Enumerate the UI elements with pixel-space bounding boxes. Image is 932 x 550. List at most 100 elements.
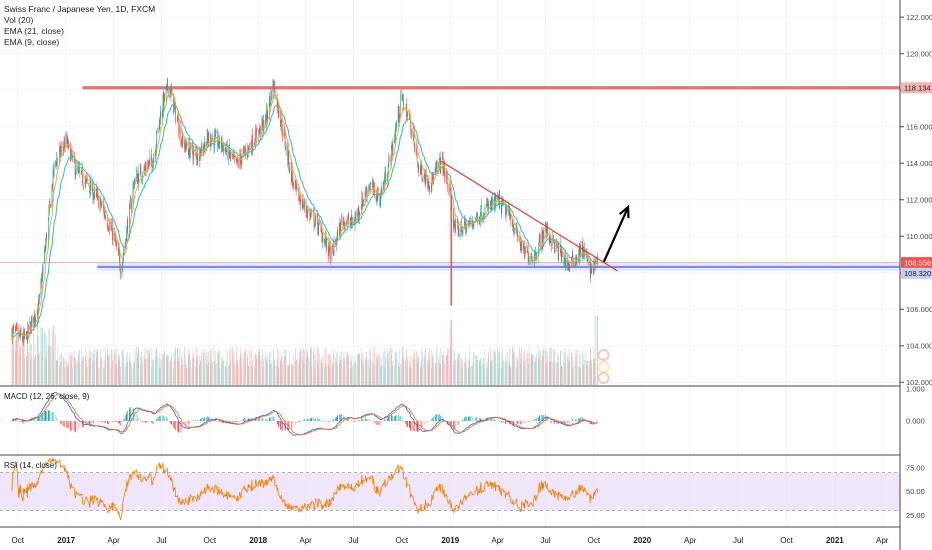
- candle-body: [247, 154, 249, 156]
- macd-hist-bar: [282, 421, 283, 431]
- legend-ema21[interactable]: EMA (21, close): [4, 26, 64, 36]
- volume-bar: [258, 350, 260, 385]
- rsi-pane[interactable]: [0, 458, 900, 521]
- candle-body: [295, 180, 296, 189]
- candle-body: [71, 149, 72, 152]
- volume-bar: [159, 367, 160, 385]
- candle-body: [51, 185, 53, 207]
- candle-body: [155, 149, 156, 156]
- candle-body: [96, 193, 98, 196]
- macd-hist-bar: [261, 418, 263, 421]
- candle-body: [384, 179, 385, 184]
- candle-body: [398, 107, 400, 118]
- candle-body: [491, 201, 492, 208]
- volume-bar: [262, 367, 264, 385]
- candle-body: [144, 166, 146, 168]
- rsi-label[interactable]: RSI (14, close): [4, 461, 57, 470]
- candle-body: [97, 196, 99, 209]
- candle-body: [291, 161, 292, 183]
- event-icons[interactable]: [597, 349, 610, 384]
- volume-bar: [11, 339, 13, 385]
- volume-bar: [510, 365, 512, 385]
- legend-ema9[interactable]: EMA (9, close): [4, 37, 60, 47]
- candle-body: [57, 158, 59, 162]
- candle-body: [241, 159, 242, 166]
- macd-hist-bar: [177, 421, 179, 432]
- volume-bar: [20, 345, 21, 385]
- macd-hist-bar: [166, 417, 167, 421]
- macd-hist-bar: [576, 419, 577, 421]
- candle-body: [261, 119, 263, 137]
- volume-bar: [200, 360, 202, 385]
- volume-bar: [203, 355, 204, 385]
- volume-bar: [223, 360, 224, 385]
- volume-bar: [535, 356, 537, 385]
- macd-hist-bar: [195, 419, 197, 421]
- macd-hist-bar: [543, 415, 544, 421]
- volume-bar: [572, 356, 574, 385]
- price-pane[interactable]: [0, 77, 900, 385]
- candle-body: [132, 186, 134, 205]
- volume-bar: [284, 349, 286, 385]
- candle-body: [63, 148, 64, 151]
- volume-bar: [561, 365, 563, 385]
- volume-bar: [19, 346, 21, 385]
- volume-bar: [204, 364, 205, 385]
- volume-bar: [64, 367, 65, 385]
- macd-hist-bar: [271, 417, 272, 421]
- macd-hist-bar: [365, 417, 366, 421]
- candle-body: [181, 141, 182, 146]
- candle-body: [210, 134, 211, 145]
- volume-bar: [464, 361, 466, 385]
- volume-bar: [127, 361, 129, 385]
- macd-hist-bar: [412, 421, 414, 431]
- candle-body: [396, 125, 397, 127]
- volume-bar: [560, 366, 562, 385]
- legend-volume[interactable]: Vol (20): [4, 15, 34, 25]
- volume-bar: [147, 349, 149, 385]
- macd-hist-bar: [206, 416, 208, 421]
- candle-body: [156, 130, 157, 144]
- volume-bar: [471, 365, 473, 385]
- macd-signal-line: [11, 393, 598, 436]
- volume-bar: [88, 357, 90, 385]
- macd-hist-bar: [114, 421, 116, 422]
- volume-bar: [171, 354, 172, 385]
- rsi-line: [11, 458, 598, 521]
- macd-hist-bar: [243, 418, 245, 421]
- macd-hist-bar: [159, 415, 160, 421]
- macd-hist-bar: [44, 411, 45, 421]
- macd-hist-bar: [532, 420, 534, 421]
- symbol-title[interactable]: Swiss Franc / Japanese Yen, 1D, FXCM: [4, 4, 156, 14]
- candle-body: [269, 97, 271, 102]
- candle-body: [487, 203, 489, 209]
- macd-pane[interactable]: [11, 391, 598, 436]
- descending-trendline[interactable]: [441, 160, 618, 272]
- volume-bar: [156, 347, 157, 385]
- volume-bar: [331, 363, 333, 385]
- macd-hist-bar: [233, 421, 234, 423]
- candle-body: [407, 113, 408, 114]
- volume-bar: [155, 350, 156, 385]
- volume-bar: [226, 360, 227, 385]
- macd-hist-bar: [78, 421, 80, 429]
- candle-body: [425, 169, 427, 182]
- macd-hist-bar: [571, 420, 573, 421]
- volume-bar: [309, 360, 311, 385]
- volume-bar: [82, 356, 84, 385]
- volume-bar: [369, 367, 371, 385]
- candle-body: [93, 194, 95, 199]
- volume-bar: [296, 359, 297, 385]
- volume-bar: [49, 330, 50, 385]
- candle-body: [321, 229, 323, 242]
- time-axis[interactable]: Oct 2017 Apr Jul Oct 2018 Apr Jul Oct 2019 Apr Jul O…: [12, 536, 889, 545]
- candle-body: [305, 203, 307, 212]
- macd-hist-bar: [187, 421, 189, 425]
- projection-arrow[interactable]: [602, 204, 630, 263]
- volume-bar: [388, 352, 390, 385]
- macd-label[interactable]: MACD (12, 26, close, 9): [4, 392, 90, 401]
- volume-bar: [185, 358, 186, 385]
